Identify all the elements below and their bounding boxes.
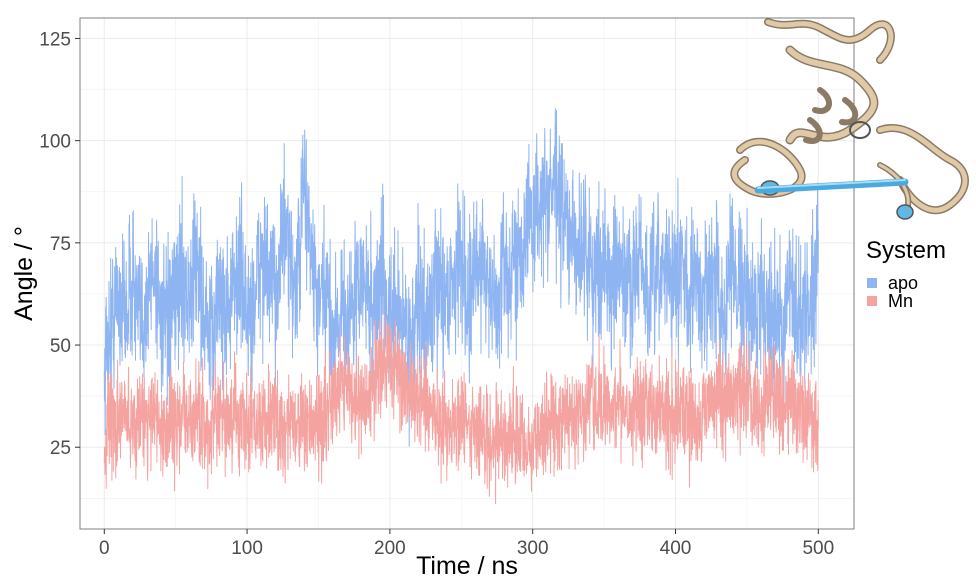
series-line-apo bbox=[103, 107, 819, 447]
legend: System apo Mn bbox=[866, 237, 946, 311]
axis-ticks: 0 100 200 300 400 500 25 50 75 100 125 bbox=[39, 29, 834, 559]
x-tick-label: 100 bbox=[231, 538, 263, 559]
y-tick-label: 50 bbox=[50, 336, 71, 357]
legend-key-mn bbox=[867, 296, 877, 306]
series-line-mn bbox=[103, 314, 819, 505]
x-tick-label: 400 bbox=[660, 538, 692, 559]
legend-label-apo: apo bbox=[888, 273, 918, 293]
plot-border bbox=[79, 17, 855, 530]
x-tick-label: 0 bbox=[99, 538, 110, 559]
y-tick-label: 125 bbox=[39, 29, 71, 50]
y-axis-title: Angle / ° bbox=[10, 226, 38, 321]
x-tick-label: 200 bbox=[374, 538, 406, 559]
protein-structure-illustration bbox=[730, 18, 969, 220]
y-tick-label: 75 bbox=[50, 234, 71, 255]
series-lines bbox=[103, 107, 819, 505]
x-tick-label: 300 bbox=[517, 538, 549, 559]
x-axis-title: Time / ns bbox=[416, 552, 518, 576]
y-tick-label: 100 bbox=[39, 132, 71, 153]
legend-key-apo bbox=[867, 278, 877, 288]
legend-title: System bbox=[866, 237, 946, 264]
y-tick-label: 25 bbox=[50, 438, 71, 459]
x-tick-label: 500 bbox=[802, 538, 834, 559]
legend-label-mn: Mn bbox=[888, 291, 913, 311]
